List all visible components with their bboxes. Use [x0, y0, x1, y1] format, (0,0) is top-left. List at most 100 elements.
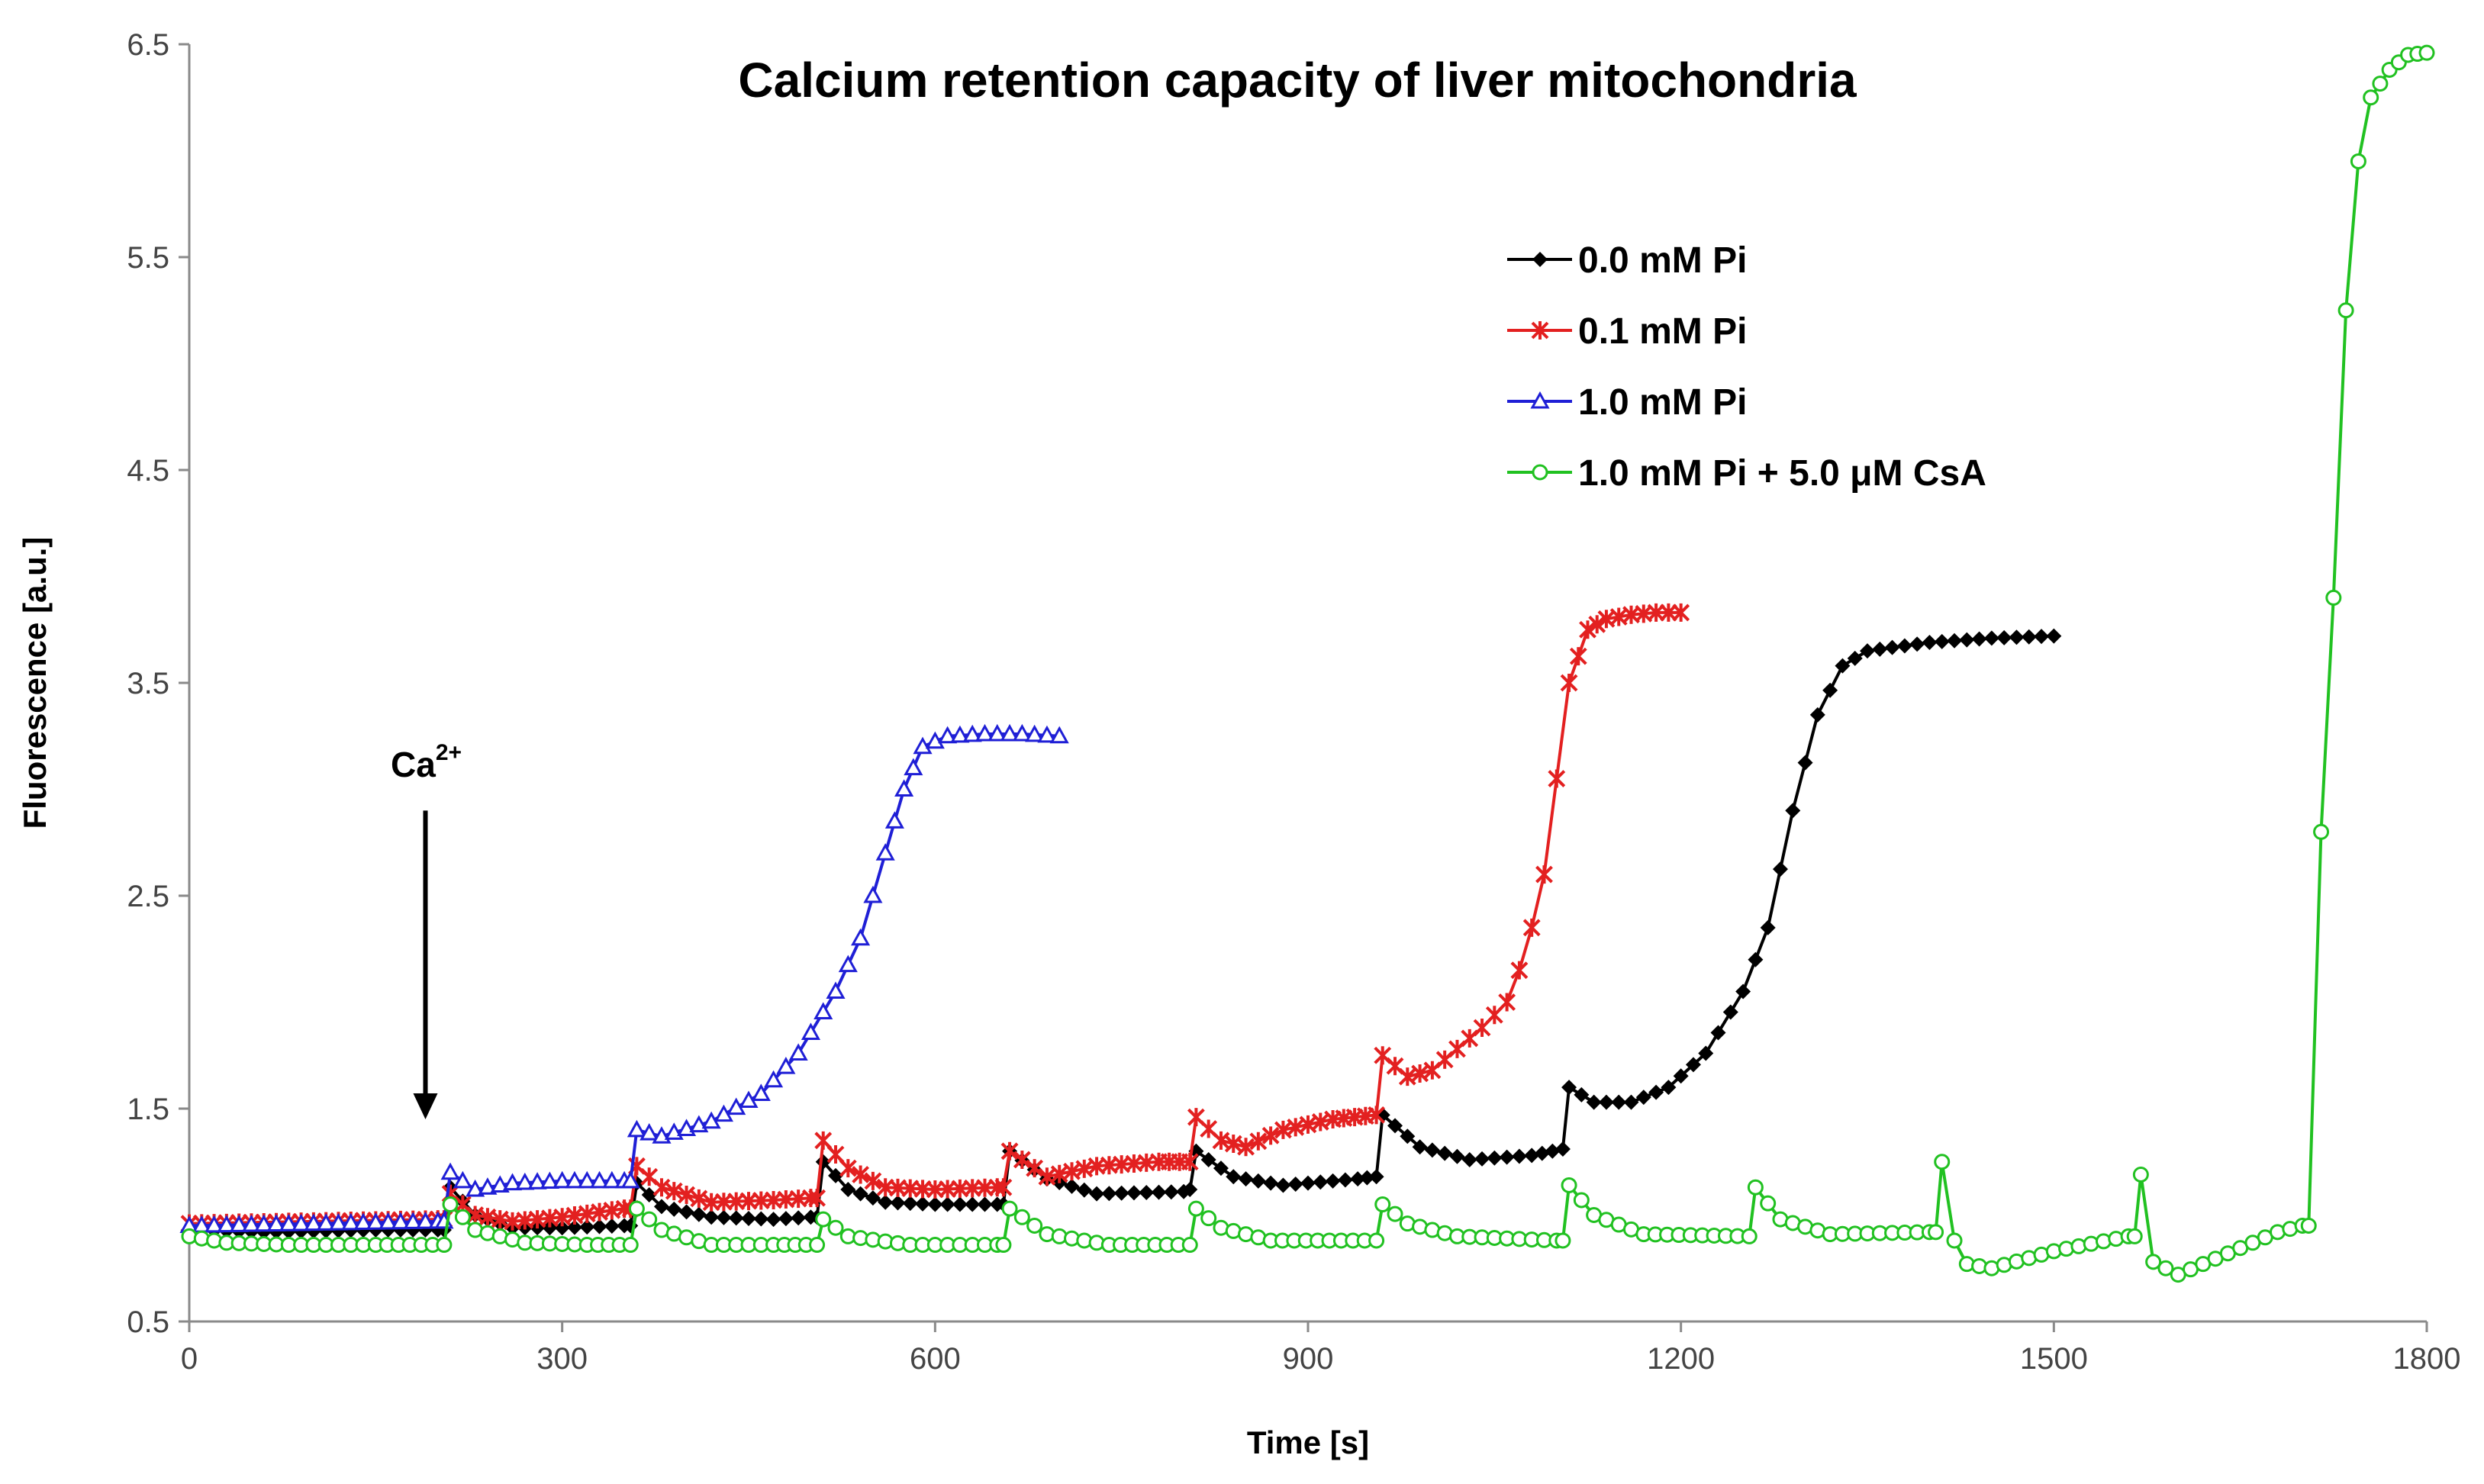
data-point — [1113, 1185, 1129, 1201]
data-point — [1126, 1185, 1142, 1201]
data-point — [2418, 44, 2435, 61]
x-tick-label: 0 — [181, 1342, 198, 1376]
data-point — [1747, 1179, 1764, 1196]
data-point — [1860, 643, 1875, 659]
data-point — [938, 726, 958, 744]
data-point — [379, 1212, 398, 1230]
data-point — [915, 1196, 931, 1212]
data-point — [1313, 1174, 1329, 1190]
data-point — [851, 928, 871, 946]
data-point — [1300, 1175, 1316, 1191]
data-point — [2009, 629, 2025, 645]
data-point — [304, 1213, 324, 1231]
data-point — [2145, 1254, 2162, 1270]
data-point — [2157, 1260, 2174, 1276]
y-tick-label: 3.5 — [127, 667, 169, 700]
data-point — [678, 1204, 694, 1220]
data-point — [2021, 629, 2037, 645]
x-tick-label: 1800 — [2393, 1342, 2461, 1376]
data-point — [965, 1196, 981, 1212]
data-point — [1522, 918, 1541, 937]
data-point — [1971, 631, 1987, 647]
data-point — [627, 1119, 646, 1138]
series-1-0-mm-pi — [179, 723, 1069, 1233]
data-point — [279, 1214, 298, 1231]
data-point — [1064, 1178, 1080, 1194]
data-point — [1922, 634, 1938, 650]
data-point — [950, 725, 970, 743]
data-point — [292, 1213, 311, 1231]
series-layer — [179, 44, 2435, 1283]
data-point — [741, 1210, 756, 1226]
data-point — [1561, 1177, 1577, 1193]
data-point — [1797, 755, 1813, 771]
data-point — [808, 1189, 826, 1208]
data-point — [1946, 1232, 1963, 1249]
legend-swatch-marker — [1532, 464, 1548, 481]
data-point — [1181, 1152, 1199, 1171]
data-point — [2126, 1228, 2143, 1244]
data-point — [826, 1144, 845, 1164]
data-point — [809, 1237, 826, 1254]
data-point — [391, 1212, 411, 1230]
data-point — [1249, 1132, 1268, 1151]
data-point — [765, 1212, 781, 1228]
legend-swatch-marker — [1531, 321, 1549, 340]
data-point — [1847, 650, 1863, 666]
data-point — [502, 1173, 523, 1191]
data-point — [453, 1170, 472, 1189]
data-point — [962, 724, 982, 742]
data-point — [1213, 1160, 1229, 1177]
data-point — [1760, 1195, 1777, 1212]
data-point — [704, 1209, 720, 1225]
data-point — [1959, 632, 1975, 648]
data-point — [840, 1182, 856, 1198]
data-point — [952, 1196, 968, 1212]
data-point — [566, 1219, 582, 1235]
data-point — [602, 1170, 622, 1189]
legend-item: 0.0 mM Pi — [1507, 240, 1747, 281]
data-point — [1400, 1128, 1416, 1144]
data-point — [353, 1212, 373, 1231]
data-point — [1374, 1196, 1391, 1213]
data-point — [1579, 620, 1596, 639]
data-point — [1560, 674, 1578, 692]
legend-item: 0.1 mM Pi — [1507, 311, 1747, 352]
data-point — [1487, 1150, 1503, 1166]
data-point — [975, 723, 995, 742]
data-point — [1461, 1151, 1477, 1167]
data-point — [1909, 636, 1925, 652]
y-tick-label: 6.5 — [127, 28, 169, 62]
data-point — [753, 1211, 769, 1227]
data-point — [875, 843, 895, 861]
data-point — [1411, 1064, 1429, 1083]
data-point — [1026, 1159, 1044, 1178]
data-point — [1741, 1228, 1757, 1244]
data-point — [1498, 993, 1516, 1012]
data-point — [1573, 1192, 1590, 1209]
data-point — [1555, 1141, 1571, 1157]
data-point — [1163, 1184, 1179, 1200]
data-point — [641, 1211, 658, 1228]
data-point — [217, 1215, 237, 1233]
y-tick-label: 0.5 — [127, 1305, 169, 1339]
data-point — [1013, 1150, 1031, 1169]
data-point — [229, 1215, 249, 1232]
data-point — [2325, 589, 2342, 606]
x-tick-label: 900 — [1283, 1342, 1334, 1376]
data-point — [865, 1190, 881, 1206]
data-point — [1934, 1154, 1951, 1170]
data-point — [1275, 1177, 1291, 1193]
data-point — [1555, 1232, 1571, 1249]
ca-annotation-label: Ca2+ — [391, 740, 462, 784]
data-point — [1672, 603, 1690, 622]
data-point — [316, 1213, 336, 1231]
data-point — [241, 1214, 261, 1232]
data-point — [801, 1022, 820, 1040]
data-point — [2132, 1166, 2149, 1183]
data-point — [1545, 1143, 1561, 1159]
data-point — [1025, 724, 1045, 742]
data-point — [1287, 1177, 1303, 1193]
data-point — [1000, 1141, 1019, 1160]
data-point — [1661, 1080, 1677, 1096]
